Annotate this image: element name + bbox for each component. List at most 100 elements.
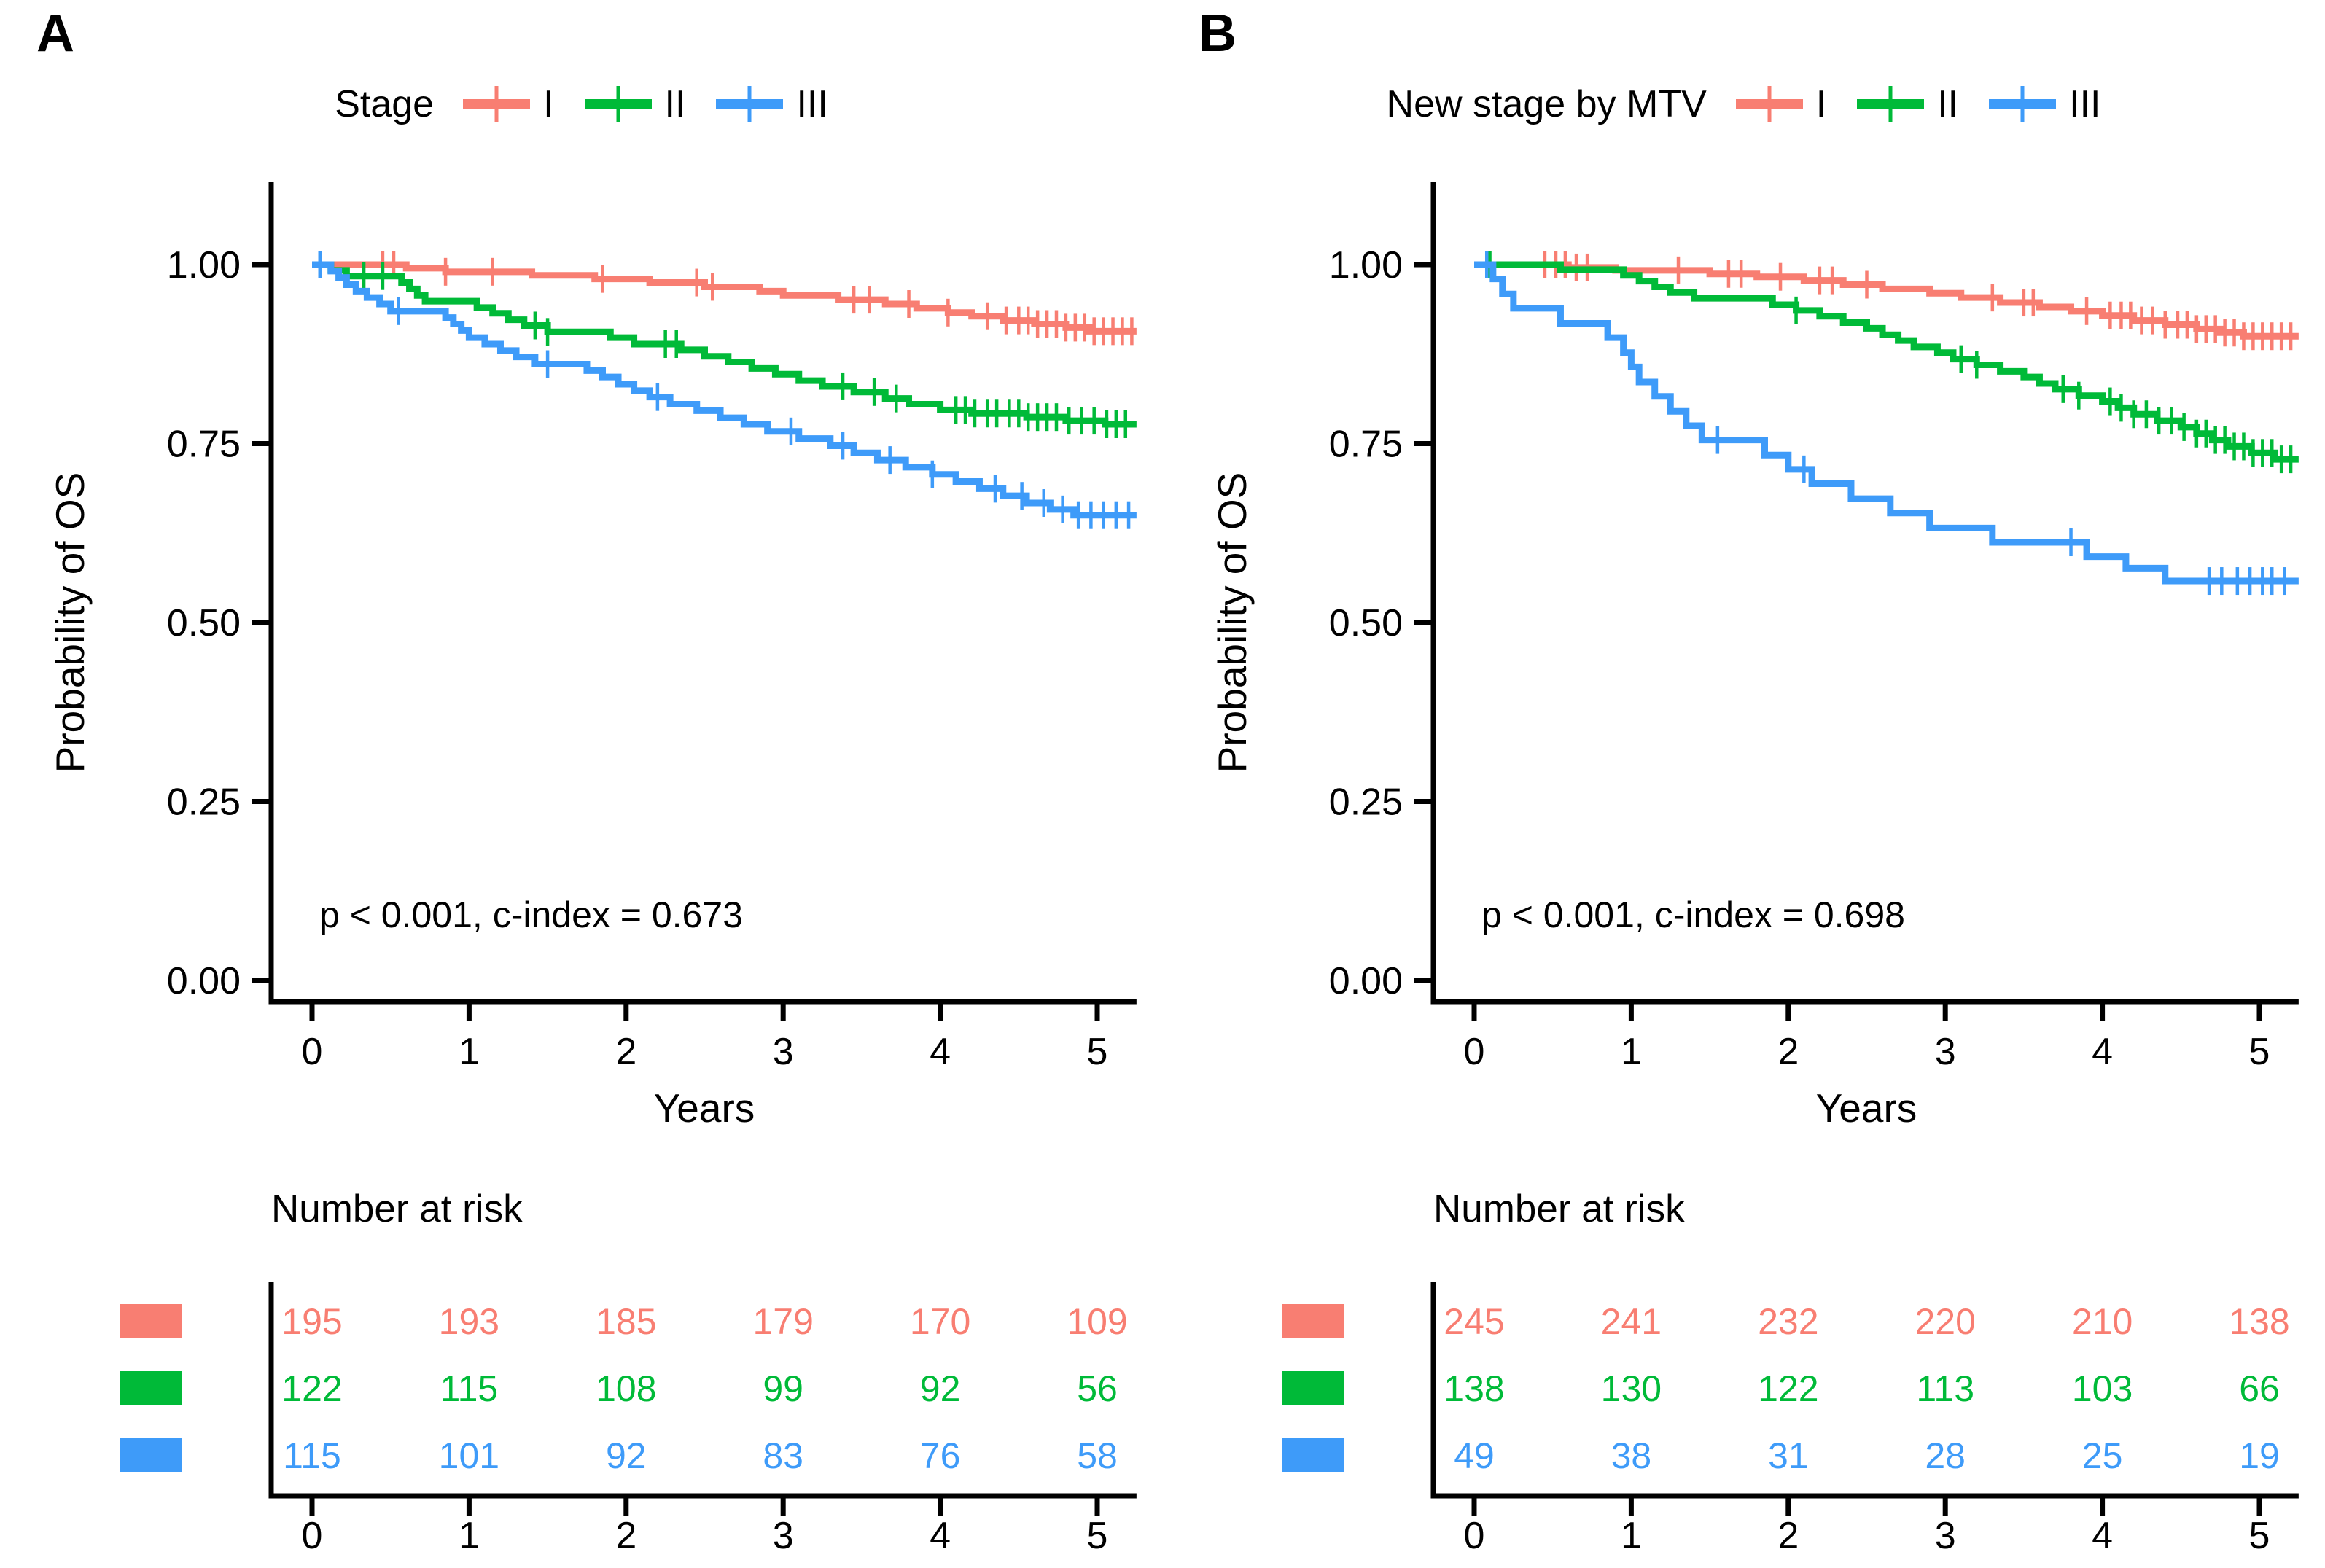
x-tick-label: 5: [1087, 1031, 1108, 1073]
risk-value: 138: [1444, 1368, 1504, 1409]
legend-b: New stage by MTV I II III: [1162, 68, 2325, 141]
y-tick-label: 0.00: [167, 960, 241, 1002]
km-curve-I: [1474, 261, 2299, 340]
risk-row-swatch-III: [1282, 1438, 1344, 1472]
legend-entry-label: III: [2069, 83, 2101, 125]
risk-value: 25: [2082, 1435, 2123, 1476]
risk-value: 38: [1611, 1435, 1652, 1476]
legend-entry-label: I: [543, 83, 554, 125]
y-tick-label: 0.25: [1329, 781, 1403, 824]
risk-value: 122: [281, 1368, 342, 1409]
km-curve-III: [312, 261, 1137, 519]
x-tick-label: 2: [615, 1031, 636, 1073]
risk-value: 115: [440, 1368, 499, 1409]
risk-value: 103: [2072, 1368, 2133, 1409]
x-tick-label: 3: [773, 1031, 794, 1073]
km-curve-III: [1474, 261, 2299, 585]
risk-value: 122: [1758, 1368, 1818, 1409]
legend-entries: I II III: [463, 82, 828, 126]
risk-value: 185: [596, 1301, 656, 1342]
legend-entry-III: III: [1989, 82, 2100, 126]
risk-value: 31: [1768, 1435, 1809, 1476]
risk-value: 130: [1601, 1368, 1662, 1409]
risk-value: 210: [2072, 1301, 2133, 1342]
risk-value: 170: [910, 1301, 970, 1342]
risk-value: 115: [283, 1435, 341, 1476]
panel-a-label: A: [36, 4, 74, 63]
risk-value: 28: [1925, 1435, 1966, 1476]
km-plot-a: 1.00 0.75 0.50 0.25 0.00 0 1 2 3 4 5 0 1 2 3 4 5 195 193 18…: [120, 182, 1137, 1557]
risk-value: 138: [2229, 1301, 2289, 1342]
y-tick-label: 1.00: [1329, 244, 1403, 286]
legend-entry-label: I: [1815, 83, 1827, 125]
km-curve-I: [312, 261, 1137, 335]
legend-entry-label: II: [1937, 83, 1959, 125]
panel-b-label: B: [1199, 4, 1237, 63]
legend-entry-II: II: [1857, 82, 1958, 126]
legend-entry-label: II: [664, 83, 686, 125]
x-tick-label: 2: [1777, 1031, 1799, 1073]
legend-entry-I: I: [1735, 82, 1827, 126]
risk-value: 179: [752, 1301, 813, 1342]
risk-value: 193: [439, 1301, 499, 1342]
panel-a: A Stage I II III 1.00 0.75 0.50 0.25 0.00 0 1 2 3 4…: [0, 4, 1163, 1557]
risk-x-tick-label: 1: [459, 1515, 480, 1557]
x-tick-label: 5: [2249, 1031, 2270, 1073]
legend-key-icon: [463, 86, 531, 122]
panel-b: B New stage by MTV I II III 1.00 0.75 0.50 0.…: [1162, 0, 2325, 1568]
risk-value: 92: [920, 1368, 961, 1409]
risk-value: 66: [2239, 1368, 2280, 1409]
legend-key-icon: [1735, 86, 1803, 122]
km-plot-b: 1.00 0.75 0.50 0.25 0.00 0 1 2 3 4 5 0 1 2 3 4 5 245 241 23…: [1282, 182, 2299, 1557]
x-axis-title: Years: [653, 1085, 755, 1131]
risk-value: 56: [1077, 1368, 1118, 1409]
pvalue-annotation: p < 0.001, c-index = 0.698: [1481, 894, 1905, 935]
y-axis-title: Probability of OS: [47, 472, 93, 773]
risk-value: 92: [606, 1435, 647, 1476]
y-tick-label: 0.75: [1329, 424, 1403, 466]
risk-value: 83: [763, 1435, 803, 1476]
x-tick-label: 4: [930, 1031, 951, 1073]
legend-key-icon: [584, 86, 652, 122]
legend-title: Stage: [335, 83, 435, 125]
risk-value: 99: [763, 1368, 803, 1409]
risk-x-tick-label: 4: [2092, 1515, 2113, 1557]
y-tick-label: 0.75: [167, 424, 241, 466]
risk-row-swatch-I: [1282, 1304, 1344, 1338]
y-tick-label: 0.50: [1329, 602, 1403, 644]
risk-x-tick-label: 3: [773, 1515, 794, 1557]
risk-x-tick-label: 5: [2249, 1515, 2270, 1557]
risk-row-swatch-III: [120, 1438, 182, 1472]
risk-x-tick-label: 0: [1464, 1515, 1485, 1557]
x-tick-label: 3: [1935, 1031, 1956, 1073]
x-axis-title: Years: [1815, 1085, 1917, 1131]
y-tick-label: 1.00: [167, 244, 241, 286]
km-curve-II: [1474, 261, 2299, 463]
pvalue-annotation: p < 0.001, c-index = 0.673: [319, 894, 743, 935]
legend-a: Stage I II III: [0, 68, 1163, 141]
number-at-risk-title: Number at risk: [1433, 1187, 1685, 1230]
legend-entry-II: II: [584, 82, 686, 126]
km-curve-II: [312, 261, 1137, 428]
risk-value: 49: [1454, 1435, 1495, 1476]
legend-entries: I II III: [1735, 82, 2100, 126]
number-at-risk-title: Number at risk: [271, 1187, 523, 1230]
risk-x-tick-label: 4: [930, 1515, 951, 1557]
legend-key-icon: [1857, 86, 1925, 122]
risk-value: 76: [920, 1435, 961, 1476]
risk-value: 109: [1067, 1301, 1127, 1342]
risk-x-tick-label: 2: [1777, 1515, 1799, 1557]
risk-value: 220: [1915, 1301, 1975, 1342]
risk-value: 245: [1444, 1301, 1504, 1342]
risk-x-tick-label: 3: [1935, 1515, 1956, 1557]
risk-x-tick-label: 0: [302, 1515, 323, 1557]
legend-entry-I: I: [463, 82, 554, 126]
risk-value: 232: [1758, 1301, 1818, 1342]
x-tick-label: 0: [302, 1031, 323, 1073]
risk-value: 101: [439, 1435, 499, 1476]
risk-row-swatch-II: [1282, 1371, 1344, 1405]
y-tick-label: 0.25: [167, 781, 241, 824]
y-axis-title: Probability of OS: [1210, 472, 1255, 773]
risk-value: 58: [1077, 1435, 1118, 1476]
